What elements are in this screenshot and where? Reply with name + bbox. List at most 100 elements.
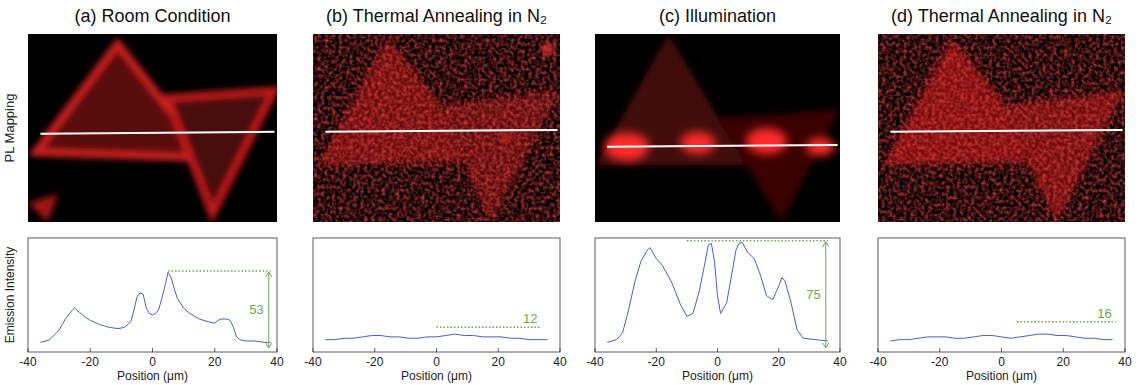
figure: PL Mapping (a) Room Condition -40 -20 0 20 40 P… bbox=[0, 0, 1144, 385]
x-tick-label: -20 bbox=[366, 355, 384, 369]
x-tick-label: -40 bbox=[586, 355, 604, 369]
x-tick-label: -20 bbox=[931, 355, 949, 369]
level-line bbox=[168, 270, 271, 272]
panel-title: (d) Thermal Annealing in N₂ bbox=[891, 6, 1112, 26]
scan-line bbox=[325, 130, 557, 132]
x-tick bbox=[840, 348, 841, 352]
x-axis-title: Position (μm) bbox=[966, 369, 1037, 383]
flake-group bbox=[28, 43, 275, 222]
x-tick-label: -40 bbox=[304, 355, 322, 369]
x-tick bbox=[560, 348, 561, 352]
level-label: 53 bbox=[249, 302, 263, 317]
x-tick bbox=[374, 348, 375, 352]
map-noise bbox=[878, 34, 1125, 222]
bright-spot bbox=[501, 132, 511, 142]
panel-title: (a) Room Condition bbox=[74, 6, 230, 26]
x-tick bbox=[939, 348, 940, 352]
x-tick-label: -40 bbox=[869, 355, 887, 369]
arrow-head bbox=[823, 242, 829, 247]
level-label: 75 bbox=[806, 287, 820, 302]
level-label: 16 bbox=[1097, 306, 1111, 321]
level-line bbox=[1017, 321, 1116, 323]
map-background bbox=[313, 34, 560, 222]
x-tick-label: 40 bbox=[270, 355, 284, 369]
plot-frame bbox=[28, 238, 277, 352]
arrow-shaft bbox=[268, 272, 269, 348]
x-tick bbox=[1125, 348, 1126, 352]
x-tick bbox=[656, 348, 657, 352]
level-line bbox=[437, 327, 542, 329]
x-tick bbox=[498, 348, 499, 352]
row-label: PL Mapping bbox=[2, 94, 17, 163]
arrow-head bbox=[266, 343, 272, 348]
x-tick-label: 20 bbox=[1057, 355, 1071, 369]
x-tick-label: 20 bbox=[208, 355, 222, 369]
plot-frame bbox=[313, 238, 560, 352]
x-tick bbox=[277, 348, 278, 352]
x-tick bbox=[1063, 348, 1064, 352]
x-tick-label: 0 bbox=[714, 355, 721, 369]
x-tick-label: 20 bbox=[772, 355, 786, 369]
plot-data bbox=[325, 327, 547, 339]
pl-map bbox=[878, 34, 1125, 222]
pl-map bbox=[595, 34, 840, 222]
x-tick-label: 0 bbox=[433, 355, 440, 369]
x-tick bbox=[778, 348, 779, 352]
plot-data bbox=[890, 322, 1115, 341]
map-background bbox=[28, 34, 277, 222]
plot-frame bbox=[878, 238, 1125, 352]
arrow-head bbox=[823, 343, 829, 348]
x-tick-label: 0 bbox=[149, 355, 156, 369]
arrow-shaft bbox=[825, 242, 826, 348]
x-tick-label: -40 bbox=[19, 355, 37, 369]
map-background bbox=[878, 34, 1125, 222]
map-background bbox=[595, 34, 840, 222]
flake bbox=[718, 109, 841, 222]
plot-data bbox=[40, 271, 270, 342]
x-axis-title: Position (μm) bbox=[401, 369, 472, 383]
plot-data bbox=[607, 241, 828, 343]
level-label: 12 bbox=[523, 311, 537, 326]
x-tick bbox=[214, 348, 215, 352]
scan-line bbox=[890, 130, 1122, 132]
x-tick bbox=[1001, 348, 1002, 352]
level-line bbox=[687, 240, 828, 242]
x-tick bbox=[152, 348, 153, 352]
pl-map bbox=[313, 34, 560, 222]
x-tick bbox=[878, 348, 879, 352]
x-tick bbox=[313, 348, 314, 352]
x-tick-label: -20 bbox=[648, 355, 666, 369]
x-tick-label: 40 bbox=[553, 355, 567, 369]
x-tick-label: 0 bbox=[998, 355, 1005, 369]
scan-line bbox=[40, 132, 274, 134]
x-tick bbox=[90, 348, 91, 352]
flake bbox=[28, 194, 58, 222]
profile-line bbox=[40, 272, 270, 342]
x-tick bbox=[28, 348, 29, 352]
plot-frame bbox=[595, 238, 840, 352]
bright-spot bbox=[746, 128, 788, 154]
y-axis-title: Emission Intensity bbox=[3, 247, 17, 344]
flake bbox=[167, 90, 274, 214]
panel-title: (c) Illumination bbox=[659, 6, 776, 26]
map-noise bbox=[313, 34, 560, 222]
profile-line bbox=[890, 334, 1112, 341]
pl-map bbox=[28, 34, 277, 222]
x-tick-label: 40 bbox=[1118, 355, 1132, 369]
bright-spot bbox=[680, 132, 715, 154]
x-axis-title: Position (μm) bbox=[117, 369, 188, 383]
flake-group bbox=[595, 34, 840, 222]
profile-line bbox=[325, 334, 547, 340]
arrow-head bbox=[266, 272, 272, 277]
profile-line bbox=[607, 242, 828, 342]
x-tick bbox=[717, 348, 718, 352]
panel-title: (b) Thermal Annealing in N₂ bbox=[326, 6, 547, 26]
bright-spot bbox=[806, 138, 835, 156]
x-tick-label: 40 bbox=[833, 355, 847, 369]
x-tick-label: -20 bbox=[82, 355, 100, 369]
x-tick bbox=[436, 348, 437, 352]
x-axis-title: Position (μm) bbox=[682, 369, 753, 383]
x-tick bbox=[595, 348, 596, 352]
scan-line bbox=[607, 145, 837, 147]
x-tick-label: 20 bbox=[492, 355, 506, 369]
